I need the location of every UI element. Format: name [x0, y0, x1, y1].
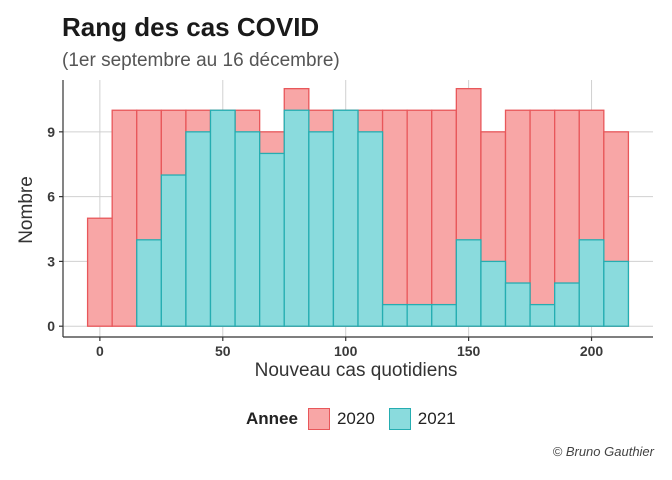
legend-label-2021: 2021 — [417, 409, 456, 428]
tick-labels: 0 3 6 9 0 50 100 150 200 — [47, 124, 603, 359]
x-tick-label: 150 — [457, 343, 481, 359]
bar-2021-20 — [136, 239, 162, 327]
legend-label-2020: 2020 — [336, 409, 375, 428]
y-tick-label: 0 — [47, 318, 55, 334]
bar-2021-180 — [529, 303, 556, 327]
bar-2021-120 — [381, 303, 408, 327]
chart-title: Rang des cas COVID — [62, 12, 320, 42]
bar-2021-150 — [455, 239, 482, 327]
credit-text: © Bruno Gauthier — [552, 444, 654, 459]
bar-2020-0 — [86, 217, 113, 327]
legend-key-2021 — [388, 408, 411, 430]
x-tick-label: 50 — [215, 343, 231, 359]
bar-2020-140 — [431, 109, 457, 327]
bar-2021-140 — [431, 303, 457, 327]
bar-2021-130 — [406, 303, 433, 327]
bar-2021-80 — [283, 109, 310, 327]
bar-2021-210 — [603, 260, 630, 327]
bar-2021-30 — [160, 174, 187, 327]
bar-2020-10 — [111, 109, 138, 327]
x-tick-label: 0 — [96, 343, 104, 359]
bar-2021-200 — [578, 239, 605, 327]
bar-2021-90 — [308, 131, 335, 327]
x-axis-label: Nouveau cas quotidiens — [254, 360, 458, 381]
bar-2021-60 — [234, 131, 261, 327]
bar-2021-110 — [357, 131, 384, 327]
y-tick-label: 3 — [47, 253, 55, 269]
bar-2021-40 — [185, 131, 212, 327]
legend-title: Annee — [246, 409, 298, 428]
legend-key-2020 — [307, 408, 330, 430]
x-tick-label: 100 — [334, 343, 358, 359]
y-tick-label: 6 — [47, 189, 55, 205]
x-tick-label: 200 — [580, 343, 604, 359]
series-2021-bars — [136, 109, 630, 327]
axes — [59, 80, 653, 341]
bar-2021-160 — [480, 260, 507, 327]
bar-2021-170 — [504, 282, 531, 327]
y-tick-label: 9 — [47, 124, 55, 140]
legend: Annee 2020 2021 — [246, 405, 470, 433]
bar-2020-180 — [529, 109, 556, 327]
bar-2020-130 — [406, 109, 433, 327]
bar-2021-50 — [209, 109, 236, 327]
bar-2021-190 — [554, 282, 580, 327]
bar-2021-100 — [332, 109, 359, 327]
bar-2020-120 — [381, 109, 408, 327]
bar-2021-70 — [259, 152, 285, 327]
chart-subtitle: (1er septembre au 16 décembre) — [62, 50, 340, 71]
